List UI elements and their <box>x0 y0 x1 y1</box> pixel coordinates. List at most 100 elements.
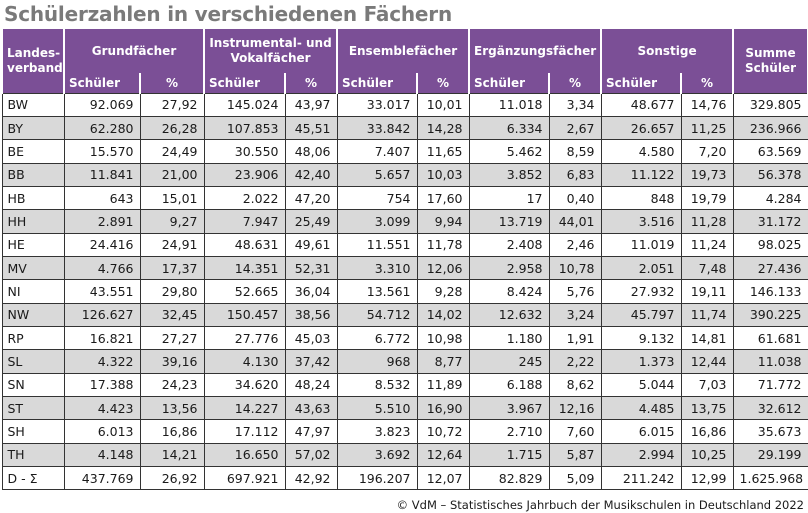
table-row: BB 11.841 21,00 23.906 42,40 5.657 10,03 3.852 6… <box>1 162 808 187</box>
value-cell: 11,78 <box>416 232 470 257</box>
value-cell: 8.424 <box>468 279 550 304</box>
subheader-students: Schüler <box>468 73 551 93</box>
value-cell: 36,04 <box>284 279 338 304</box>
value-cell: 10,98 <box>416 325 470 351</box>
value-cell: 8,62 <box>548 372 602 397</box>
state-cell: HH <box>1 209 65 234</box>
value-cell: 17.112 <box>203 419 286 444</box>
students-table: Landes-verband Grundfächer Instrumental-… <box>1 29 808 491</box>
state-header: Landes-verband <box>1 29 65 93</box>
value-cell: 13,75 <box>680 395 734 421</box>
state-cell: BY <box>1 115 65 141</box>
value-cell: 14,21 <box>139 442 205 468</box>
value-cell: 697.921 <box>203 465 286 491</box>
value-cell: 5.510 <box>336 395 418 421</box>
value-cell: 107.853 <box>203 115 286 141</box>
value-cell: 45,51 <box>284 115 338 141</box>
value-cell: 39,16 <box>139 349 205 374</box>
value-cell: 11,28 <box>680 209 734 234</box>
value-cell: 245 <box>468 349 550 374</box>
value-cell: 7,20 <box>680 139 734 164</box>
value-cell: 26.657 <box>600 115 682 141</box>
value-cell: 9,28 <box>416 279 470 304</box>
value-cell: 42,92 <box>284 465 338 491</box>
value-cell: 19,11 <box>680 279 734 304</box>
value-cell: 23.906 <box>203 162 286 187</box>
table-row: TH 4.148 14,21 16.650 57,02 3.692 12,64 1.715 5,… <box>1 442 808 468</box>
value-cell: 26,92 <box>139 465 205 491</box>
value-cell: 5.462 <box>468 139 550 164</box>
value-cell: 10,03 <box>416 162 470 187</box>
state-cell: BW <box>1 92 65 117</box>
total-row: D - Σ 437.769 26,92 697.921 42,92 196.207 12,0… <box>1 465 808 491</box>
value-cell: 4.322 <box>63 349 141 374</box>
value-cell: 16.821 <box>63 325 141 351</box>
value-cell: 390.225 <box>732 302 808 327</box>
value-cell: 34.620 <box>203 372 286 397</box>
value-cell: 236.966 <box>732 115 808 141</box>
value-cell: 6,83 <box>548 162 602 187</box>
value-cell: 37,42 <box>284 349 338 374</box>
value-cell: 45,03 <box>284 325 338 351</box>
value-cell: 2.958 <box>468 255 550 281</box>
value-cell: 7.947 <box>203 209 286 234</box>
value-cell: 44,01 <box>548 209 602 234</box>
subheader-students: Schüler <box>600 73 683 93</box>
value-cell: 7,60 <box>548 419 602 444</box>
subheader-students: Schüler <box>63 73 141 93</box>
value-cell: 4.766 <box>63 255 141 281</box>
value-cell: 6.015 <box>600 419 682 444</box>
value-cell: 8,59 <box>548 139 602 164</box>
value-cell: 1.373 <box>600 349 682 374</box>
value-cell: 1.180 <box>468 325 550 351</box>
value-cell: 14,76 <box>680 92 734 117</box>
subheader-students: Schüler <box>203 73 287 93</box>
value-cell: 11,74 <box>680 302 734 327</box>
subheader-percent: % <box>284 73 339 93</box>
value-cell: 11,25 <box>680 115 734 141</box>
value-cell: 52,31 <box>284 255 338 281</box>
state-cell: RP <box>1 325 65 351</box>
value-cell: 19,73 <box>680 162 734 187</box>
group-header-instrumental: Instrumental- und Vokalfächer <box>203 29 339 73</box>
value-cell: 4.148 <box>63 442 141 468</box>
state-cell: MV <box>1 255 65 281</box>
value-cell: 13.561 <box>336 279 418 304</box>
table-row: SN 17.388 24,23 34.620 48,24 8.532 11,89 6.188 8… <box>1 372 808 397</box>
value-cell: 3,34 <box>548 92 602 117</box>
value-cell: 17,37 <box>139 255 205 281</box>
value-cell: 12,16 <box>548 395 602 421</box>
value-cell: 6.013 <box>63 419 141 444</box>
value-cell: 16,86 <box>139 419 205 444</box>
state-cell: D - Σ <box>1 465 65 491</box>
value-cell: 29,80 <box>139 279 205 304</box>
state-cell: TH <box>1 442 65 468</box>
value-cell: 7.407 <box>336 139 418 164</box>
state-cell: BB <box>1 162 65 187</box>
value-cell: 3.310 <box>336 255 418 281</box>
value-cell: 57,02 <box>284 442 338 468</box>
subheader-percent: % <box>416 73 471 93</box>
value-cell: 3.852 <box>468 162 550 187</box>
table-row: NW 126.627 32,45 150.457 38,56 54.712 14,02 12.… <box>1 302 808 327</box>
subheader-percent: % <box>548 73 603 93</box>
value-cell: 2,67 <box>548 115 602 141</box>
state-cell: SL <box>1 349 65 374</box>
value-cell: 27,27 <box>139 325 205 351</box>
value-cell: 45.797 <box>600 302 682 327</box>
value-cell: 13,56 <box>139 395 205 421</box>
table-row: SL 4.322 39,16 4.130 37,42 968 8,77 245 2,22 1.37… <box>1 349 808 374</box>
value-cell: 7,48 <box>680 255 734 281</box>
value-cell: 56.378 <box>732 162 808 187</box>
value-cell: 38,56 <box>284 302 338 327</box>
group-header-sonstige: Sonstige <box>600 29 735 73</box>
value-cell: 17,60 <box>416 185 470 211</box>
value-cell: 6.188 <box>468 372 550 397</box>
value-cell: 3.823 <box>336 419 418 444</box>
value-cell: 2.051 <box>600 255 682 281</box>
value-cell: 32.612 <box>732 395 808 421</box>
value-cell: 4.284 <box>732 185 808 211</box>
value-cell: 13.719 <box>468 209 550 234</box>
value-cell: 754 <box>336 185 418 211</box>
state-cell: ST <box>1 395 65 421</box>
